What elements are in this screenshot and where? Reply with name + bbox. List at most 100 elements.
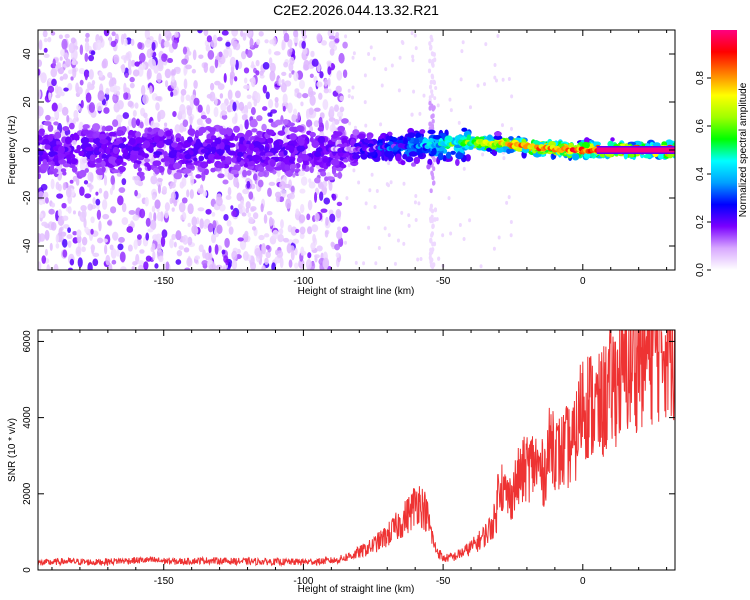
band-cell (225, 156, 232, 163)
band-cell (395, 153, 402, 162)
noise-cell (121, 178, 127, 186)
band-cell (45, 114, 51, 121)
band-cell (182, 168, 192, 174)
noise-cell (51, 78, 57, 87)
artifact-cell (431, 106, 435, 112)
noise-cell (253, 98, 258, 107)
noise-cell (479, 264, 483, 269)
noise-cell (461, 40, 465, 45)
band-cell (101, 166, 106, 173)
noise-cell (500, 123, 504, 128)
band-cell (249, 119, 258, 128)
noise-cell (178, 245, 185, 250)
noise-cell (259, 250, 263, 260)
artifact-cell (431, 63, 435, 68)
band-cell (62, 171, 67, 176)
band-cell (54, 131, 62, 140)
band-cell (210, 167, 216, 173)
band-cell (366, 134, 372, 140)
noise-cell (118, 187, 126, 193)
noise-cell (142, 94, 149, 105)
noise-cell (152, 234, 159, 241)
noise-cell (320, 208, 328, 213)
colorbar-scale (711, 30, 737, 270)
noise-cell (103, 107, 110, 114)
noise-cell (121, 63, 126, 74)
band-cell (98, 133, 107, 140)
noise-cell (58, 34, 63, 40)
noise-cell (197, 207, 205, 212)
noise-cell (281, 71, 287, 77)
noise-cell (189, 115, 193, 125)
noise-cell (447, 196, 451, 201)
noise-cell (83, 217, 87, 229)
noise-cell (57, 67, 65, 75)
noise-cell (181, 177, 187, 187)
noise-cell (137, 42, 143, 50)
noise-cell (213, 106, 219, 118)
colorbar-tick-label: 0.0 (695, 263, 706, 277)
artifact-cell (428, 84, 433, 90)
band-cell (65, 154, 72, 161)
noise-cell (258, 234, 265, 241)
noise-cell (237, 237, 244, 242)
band-cell (461, 127, 468, 132)
noise-cell (59, 76, 64, 81)
noise-cell (448, 97, 452, 102)
noise-cell (294, 247, 298, 256)
noise-cell (156, 211, 162, 222)
noise-cell (43, 191, 49, 199)
band-cell (252, 141, 261, 147)
band-cell (105, 146, 111, 155)
noise-cell (84, 52, 89, 62)
noise-cell (109, 187, 113, 195)
band-cell (298, 138, 305, 146)
band-cell (214, 137, 222, 145)
noise-cell (336, 201, 343, 207)
noise-cell (200, 114, 207, 120)
noise-cell (226, 220, 232, 227)
noise-cell (297, 111, 301, 121)
noise-cell (483, 82, 487, 87)
band-cell (333, 130, 338, 136)
noise-cell (468, 218, 472, 223)
noise-cell (307, 252, 312, 259)
noise-cell (174, 124, 181, 134)
noise-cell (50, 221, 57, 231)
band-cell (252, 173, 258, 181)
noise-cell (364, 123, 368, 128)
noise-cell (314, 192, 318, 203)
noise-cell (81, 236, 88, 246)
band-cell (257, 166, 265, 172)
snr-y-label: SNR (10 * v/v) (7, 418, 18, 482)
band-cell (38, 135, 43, 141)
noise-cell (263, 233, 270, 238)
noise-cell (329, 106, 335, 116)
noise-cell (187, 203, 194, 215)
noise-cell (245, 207, 250, 214)
band-cell (184, 153, 192, 160)
colorbar-tick-label: 0.2 (695, 215, 706, 229)
band-cell (337, 171, 343, 179)
noise-cell (103, 190, 109, 200)
noise-cell (273, 51, 281, 56)
band-cell (111, 169, 120, 174)
noise-cell (262, 62, 270, 70)
noise-cell (160, 38, 166, 49)
noise-cell (212, 220, 217, 229)
noise-cell (186, 106, 193, 117)
noise-cell (335, 208, 342, 219)
noise-cell (171, 233, 177, 241)
band-cell (296, 157, 303, 163)
noise-cell (149, 85, 153, 95)
noise-cell (301, 40, 306, 49)
noise-cell (285, 198, 292, 210)
noise-cell (223, 73, 227, 83)
noise-cell (183, 66, 187, 77)
band-cell (465, 154, 471, 162)
noise-cell (261, 265, 266, 270)
noise-cell (251, 226, 257, 231)
noise-cell (230, 205, 234, 210)
noise-cell (493, 62, 497, 67)
noise-cell (172, 110, 177, 118)
